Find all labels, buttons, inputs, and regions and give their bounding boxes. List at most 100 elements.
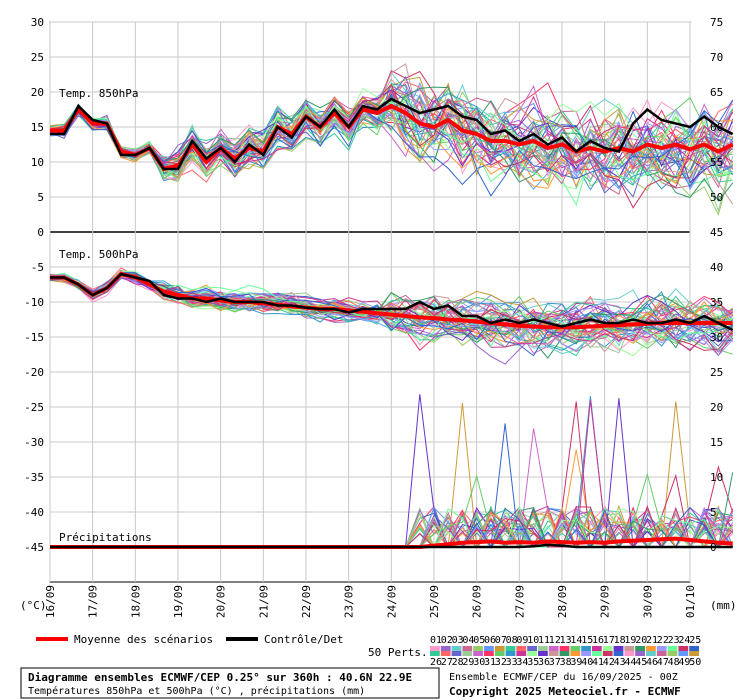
- right-tick-label: 20: [710, 401, 723, 414]
- pert-number: 17: [603, 635, 615, 646]
- pert-swatch: [613, 651, 624, 656]
- date-label: 27/09: [513, 585, 526, 618]
- title-box: [20, 667, 440, 699]
- mean-t500-line: [50, 271, 733, 330]
- pert-number: 04: [462, 635, 474, 646]
- pert-swatch: [635, 651, 645, 656]
- pert-swatch: [602, 646, 613, 651]
- pert-number: 26: [430, 657, 442, 668]
- pert-swatch: [548, 651, 559, 656]
- date-label: 22/09: [300, 585, 313, 618]
- right-tick-label: 5: [710, 506, 717, 519]
- date-label: 19/09: [172, 585, 185, 618]
- panel-label-t500: Temp. 500hPa: [59, 248, 138, 261]
- legend-control-label: Contrôle/Det: [264, 633, 343, 646]
- left-tick-label: -35: [24, 471, 44, 484]
- pert-number: 22: [657, 635, 669, 646]
- panel-label-precip: Précipitations: [59, 531, 152, 544]
- pert-swatch: [635, 646, 645, 651]
- legend-mean-label: Moyenne des scénarios: [74, 633, 213, 646]
- pert-number: 44: [624, 657, 636, 668]
- pert-swatch: [581, 651, 591, 656]
- pert-t850-line: [49, 99, 734, 197]
- pert-swatch: [440, 651, 451, 656]
- pert-number: 36: [538, 657, 550, 668]
- date-label: 30/09: [641, 585, 654, 618]
- pert-number: 03: [452, 635, 464, 646]
- right-tick-label: 55: [710, 156, 723, 169]
- pert-swatch: [559, 646, 570, 651]
- right-tick-label: 70: [710, 51, 723, 64]
- left-axis-unit: (°C): [20, 599, 47, 612]
- date-label: 20/09: [215, 585, 228, 618]
- pert-swatch: [646, 646, 656, 651]
- pert-swatch: [678, 651, 689, 656]
- pert-number: 37: [549, 657, 561, 668]
- pert-number: 35: [527, 657, 539, 668]
- pert-number: 25: [689, 635, 701, 646]
- right-tick-label: 40: [710, 261, 723, 274]
- pert-number: 16: [592, 635, 604, 646]
- pert-swatch: [559, 651, 570, 656]
- date-label: 21/09: [257, 585, 270, 618]
- panel-label-t850: Temp. 850hPa: [59, 87, 138, 100]
- control-t500-line: [50, 272, 734, 332]
- pert-swatch: [678, 646, 689, 651]
- date-label: 17/09: [87, 585, 100, 618]
- pert-number: 43: [614, 657, 626, 668]
- pert-swatch: [602, 651, 613, 656]
- pert-number: 34: [516, 657, 528, 668]
- pert-number: 05: [473, 635, 485, 646]
- date-label: 25/09: [428, 585, 441, 618]
- pert-number: 21: [646, 635, 658, 646]
- pert-number: 38: [560, 657, 572, 668]
- pert-swatch: [494, 646, 505, 651]
- pert-swatch: [462, 651, 473, 656]
- left-tick-label: -40: [24, 506, 44, 519]
- pert-swatch: [505, 646, 516, 651]
- chart-title: Diagramme ensembles ECMWF/CEP 0.25° sur …: [28, 671, 412, 684]
- date-label: 23/09: [343, 585, 356, 618]
- pert-swatch: [624, 651, 635, 656]
- pert-swatch: [516, 651, 527, 656]
- pert-number: 24: [678, 635, 690, 646]
- right-tick-label: 65: [710, 86, 723, 99]
- copyright: Copyright 2025 Meteociel.fr - ECMWF: [449, 685, 681, 698]
- pert-number: 45: [635, 657, 647, 668]
- date-label: 18/09: [129, 585, 142, 618]
- pert-number: 07: [495, 635, 507, 646]
- main-series: [50, 97, 734, 549]
- pert-swatch: [473, 651, 483, 656]
- axes: 302520151050-5-10-15-20-25-30-35-40-4575…: [24, 16, 723, 618]
- pert-number: 01: [430, 635, 442, 646]
- pert-swatch: [592, 646, 602, 651]
- right-tick-label: 75: [710, 16, 723, 29]
- pert-swatch: [538, 646, 548, 651]
- pert-number: 02: [441, 635, 453, 646]
- pert-number: 19: [624, 635, 636, 646]
- pert-number: 11: [538, 635, 550, 646]
- perts-legend: 0102030405060708091011121314151617181920…: [430, 635, 701, 668]
- date-label: 29/09: [599, 585, 612, 618]
- pert-swatch: [527, 651, 537, 656]
- right-tick-label: 35: [710, 296, 723, 309]
- pert-number: 31: [484, 657, 496, 668]
- pert-swatch: [430, 646, 440, 651]
- pert-number: 12: [549, 635, 561, 646]
- pert-number: 15: [581, 635, 593, 646]
- pert-number: 40: [581, 657, 593, 668]
- pert-swatch: [494, 651, 505, 656]
- left-tick-label: -5: [31, 261, 44, 274]
- pert-swatch: [473, 646, 483, 651]
- control-precip-line: [50, 543, 733, 549]
- pert-number: 18: [614, 635, 626, 646]
- left-tick-label: -45: [24, 541, 44, 554]
- left-tick-label: -15: [24, 331, 44, 344]
- pert-t500-line: [49, 274, 734, 338]
- pert-swatch: [527, 646, 537, 651]
- date-label: 16/09: [44, 585, 57, 618]
- pert-number: 42: [603, 657, 615, 668]
- left-tick-label: -25: [24, 401, 44, 414]
